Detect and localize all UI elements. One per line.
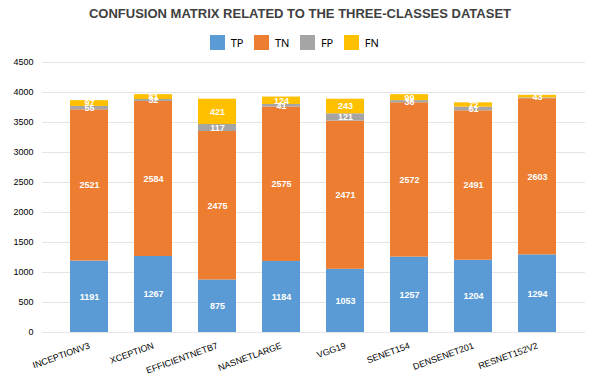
svg-text:INCEPTIONV3: INCEPTIONV3: [31, 340, 91, 370]
svg-text:NASNETLARGE: NASNETLARGE: [217, 340, 283, 372]
html-text:TN: TN: [274, 35, 290, 50]
svg-text:117: 117: [210, 123, 225, 133]
html-text:TP: TP: [230, 35, 244, 50]
html-text:FN: FN: [364, 35, 379, 50]
svg-text:SENET154: SENET154: [365, 340, 411, 365]
svg-text:1053: 1053: [335, 296, 355, 306]
svg-text:2603: 2603: [527, 172, 547, 182]
svg-text:RESNET152V2: RESNET152V2: [477, 340, 539, 371]
svg-text:99: 99: [404, 93, 414, 103]
svg-text:2584: 2584: [143, 174, 163, 184]
svg-text:875: 875: [210, 301, 225, 311]
svg-text:2575: 2575: [271, 179, 291, 189]
svg-text:1257: 1257: [399, 290, 419, 300]
svg-text:121: 121: [338, 112, 353, 122]
svg-text:0: 0: [28, 327, 33, 337]
svg-text:XCEPTION: XCEPTION: [109, 340, 156, 365]
svg-text:2572: 2572: [399, 175, 419, 185]
svg-text:1294: 1294: [527, 289, 547, 299]
svg-text:4000: 4000: [13, 87, 33, 97]
svg-text:500: 500: [18, 297, 33, 307]
svg-text:421: 421: [210, 107, 225, 117]
svg-text:4500: 4500: [13, 57, 33, 67]
svg-text:43: 43: [532, 91, 542, 101]
svg-text:1204: 1204: [463, 291, 483, 301]
svg-text:1000: 1000: [13, 267, 33, 277]
html-text:CONFUSION MATRIX RELATED TO TH: CONFUSION MATRIX RELATED TO THE THREE-CL…: [89, 6, 511, 21]
svg-text:1191: 1191: [80, 292, 100, 302]
svg-text:VGG19: VGG19: [316, 340, 348, 360]
svg-text:81: 81: [148, 92, 158, 102]
svg-text:3500: 3500: [13, 117, 33, 127]
svg-text:2521: 2521: [79, 180, 99, 190]
svg-text:2475: 2475: [207, 201, 227, 211]
svg-text:2491: 2491: [463, 180, 483, 190]
svg-text:EFFICIENTNETB7: EFFICIENTNETB7: [145, 340, 219, 375]
svg-text:1184: 1184: [272, 292, 292, 302]
svg-text:1500: 1500: [13, 237, 33, 247]
svg-text:1267: 1267: [143, 289, 163, 299]
html-text:FP: FP: [320, 35, 334, 50]
svg-text:124: 124: [274, 96, 289, 106]
svg-text:2000: 2000: [13, 207, 33, 217]
svg-text:3000: 3000: [13, 147, 33, 157]
svg-text:2500: 2500: [13, 177, 33, 187]
svg-text:72: 72: [468, 100, 478, 110]
svg-text:243: 243: [338, 101, 353, 111]
svg-text:DENSENET201: DENSENET201: [412, 340, 476, 371]
svg-text:97: 97: [84, 98, 94, 108]
svg-text:2471: 2471: [335, 190, 355, 200]
